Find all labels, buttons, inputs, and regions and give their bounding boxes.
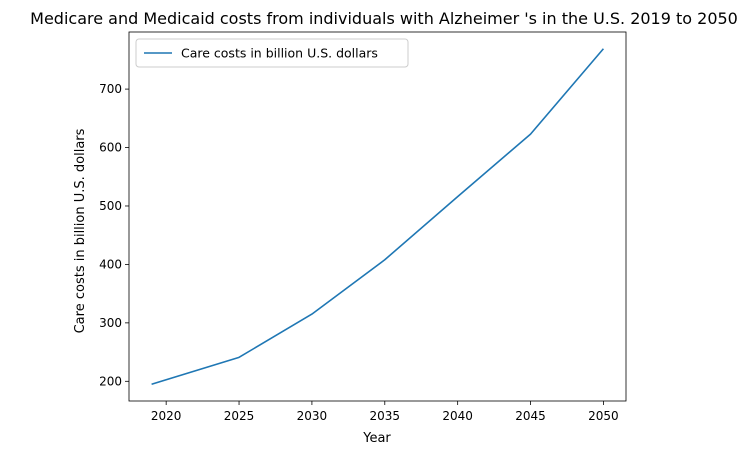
x-tick-label: 2040 (442, 409, 473, 423)
plot-frame (128, 31, 627, 402)
chart-title: Medicare and Medicaid costs from individ… (30, 9, 738, 28)
plot-area: 2020 2025 2030 2035 2040 2045 2050 200 300 400 500… (99, 31, 627, 423)
x-tick-label: 2045 (515, 409, 546, 423)
legend-box (135, 38, 409, 68)
legend-label: Care costs in billion U.S. dollars (181, 46, 378, 61)
y-axis-label: Care costs in billion U.S. dollars (73, 128, 88, 333)
x-tick-label: 2025 (224, 409, 255, 423)
series-line (151, 48, 605, 385)
y-tick-label: 400 (99, 257, 122, 271)
y-tick-label: 600 (99, 141, 122, 155)
y-tick-label: 700 (99, 82, 122, 96)
x-axis-label: Year (362, 431, 391, 446)
y-tick-label: 500 (99, 199, 122, 213)
y-tick-label: 200 (99, 374, 122, 388)
x-tick-label: 2030 (297, 409, 328, 423)
x-tick-label: 2020 (151, 409, 182, 423)
x-tick-label: 2035 (370, 409, 401, 423)
y-tick-label: 300 (99, 316, 122, 330)
x-tick-label: 2050 (588, 409, 619, 423)
